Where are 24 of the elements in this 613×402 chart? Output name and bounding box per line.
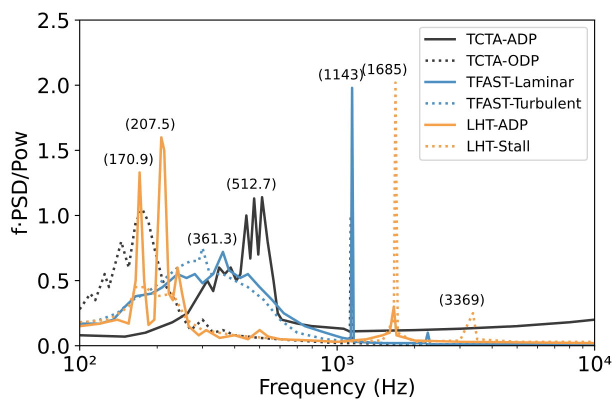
annotation: (170.9) xyxy=(104,154,153,166)
y-tick-label: 1.0 xyxy=(39,208,69,224)
x-tick-label: 10² xyxy=(64,356,96,372)
annotation: (207.5) xyxy=(126,118,174,131)
annotation: (1685) xyxy=(362,64,406,76)
y-tick-label: 1.5 xyxy=(39,143,68,159)
annotation: (1143) xyxy=(319,68,363,82)
annotation: (3369) xyxy=(440,294,484,307)
legend-label: TFAST-Turbulent xyxy=(466,97,582,109)
legend-label: LHT-ADP xyxy=(468,119,528,130)
x-axis-title: Frequency (Hz) xyxy=(260,378,414,399)
legend-label: TCTA-ODP xyxy=(466,54,539,66)
x-tick-label: 10⁴ xyxy=(579,356,612,372)
y-tick-label: 2.0 xyxy=(38,78,69,94)
annotation: (361.3) xyxy=(188,232,236,246)
legend-label: TCTA-ADP xyxy=(466,33,536,45)
x-tick-label: 10³ xyxy=(322,356,354,372)
y-tick-label: 2.5 xyxy=(38,12,68,28)
legend-label: TFAST-Laminar xyxy=(466,76,574,88)
legend-label: LHT-Stall xyxy=(468,140,529,152)
y-tick-label: 0.5 xyxy=(38,273,68,289)
y-axis-title: f·PSD/Pow xyxy=(11,132,29,235)
annotation: (512.7) xyxy=(227,178,276,191)
y-tick-label: 0.0 xyxy=(38,338,69,354)
